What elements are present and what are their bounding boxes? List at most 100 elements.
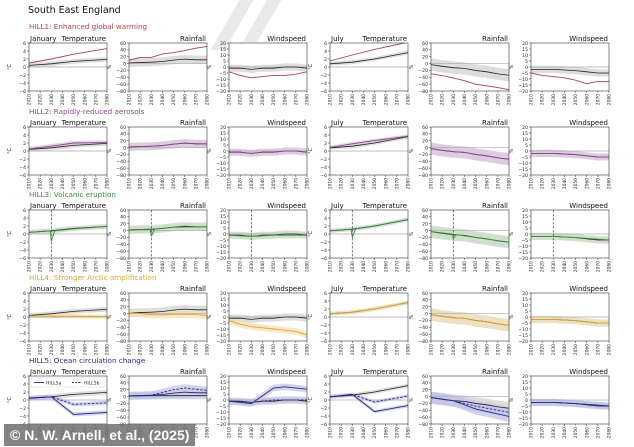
panel-jul-temp: July Temperature −6 −4 −2 0 2 4 6 °C 2010 2020 2030 2… <box>308 368 412 438</box>
panel-jul-temp: July Temperature −6 −4 −2 0 2 4 6 °C 2010 2020 2030 2… <box>308 35 412 105</box>
plot-frame <box>28 292 108 342</box>
y-tick-label: −20 <box>216 422 226 428</box>
x-tick-label: 2040 <box>361 178 367 189</box>
y-tick-label: −4 <box>19 331 26 337</box>
y-tick-label: −80 <box>116 256 126 262</box>
scenario-line-hill4 <box>531 318 609 324</box>
y-tick-label: 10 <box>522 53 528 59</box>
y-tick-label: 60 <box>120 291 126 297</box>
x-tick-label: 2010 <box>429 178 435 189</box>
panel-month-label: July <box>330 202 344 210</box>
x-tick-label: 2060 <box>82 178 88 189</box>
y-tick-label: −60 <box>116 332 126 338</box>
y-tick-label: −60 <box>116 166 126 172</box>
x-tick-label: 2050 <box>271 261 277 272</box>
y-axis-label: °C <box>308 314 314 321</box>
y-tick-label: −40 <box>116 75 126 81</box>
plot-frame <box>228 292 308 342</box>
y-tick-label: −2 <box>19 406 26 412</box>
baseline-line <box>531 69 609 74</box>
y-tick-label: −4 <box>19 165 26 171</box>
y-tick-label: −15 <box>518 416 528 422</box>
panel-jan-temp: January Temperature −6 −4 −2 0 2 4 6 °C 2010 2020 20… <box>7 35 111 105</box>
x-tick-label: 2020 <box>540 427 546 438</box>
y-tick-label: 0 <box>123 394 126 400</box>
scenario-title: HILL1: Enhanced global warming <box>29 22 147 31</box>
y-tick-label: 2 <box>23 57 26 63</box>
panel-month-label: January <box>29 35 57 43</box>
panel-variable-label: Temperature <box>362 202 407 210</box>
y-tick-label: −4 <box>320 414 327 420</box>
x-tick-label: 2070 <box>495 261 501 272</box>
y-tick-label: −60 <box>116 249 126 255</box>
y-tick-label: 2 <box>23 390 26 396</box>
x-tick-label: 2050 <box>372 427 378 438</box>
x-tick-label: 2070 <box>293 261 299 272</box>
y-tick-label: 0 <box>525 149 528 155</box>
y-tick-label: −4 <box>19 414 26 420</box>
y-tick-label: 10 <box>220 303 226 309</box>
y-tick-label: −15 <box>518 250 528 256</box>
y-tick-label: −6 <box>320 173 327 179</box>
x-tick-label: 2020 <box>38 178 44 189</box>
panel-variable-label: Windspeed <box>569 202 608 210</box>
x-tick-label: 2060 <box>383 94 389 105</box>
y-tick-label: 0 <box>525 398 528 404</box>
x-tick-label: 2080 <box>305 427 311 438</box>
panel-variable-label: Windspeed <box>267 368 306 376</box>
plot-frame <box>530 126 610 176</box>
scenario-uncertainty-band <box>531 316 609 327</box>
y-tick-label: −20 <box>518 89 528 95</box>
y-axis-label: °C <box>308 231 314 238</box>
y-axis-label: % <box>509 397 515 402</box>
x-tick-label: 2080 <box>406 344 412 355</box>
baseline-line <box>129 308 207 314</box>
y-tick-label: 15 <box>522 47 528 53</box>
y-tick-label: −2 <box>320 240 327 246</box>
y-tick-label: −20 <box>418 401 428 407</box>
x-tick-label: 2010 <box>127 261 133 272</box>
x-tick-label: 2040 <box>160 344 166 355</box>
scenario-line-hill3 <box>129 226 207 238</box>
x-tick-label: 2040 <box>160 178 166 189</box>
y-tick-label: 2 <box>324 224 327 230</box>
panel-variable-label: Windspeed <box>569 285 608 293</box>
x-tick-label: 2040 <box>60 178 66 189</box>
x-tick-label: 2040 <box>562 178 568 189</box>
x-tick-label: 2020 <box>339 94 345 105</box>
y-tick-label: −2 <box>19 73 26 79</box>
plot-frame <box>28 126 108 176</box>
legend-label: HILL5a <box>46 380 62 386</box>
y-tick-label: 6 <box>324 374 327 380</box>
y-tick-label: 20 <box>120 222 126 228</box>
y-tick-label: −4 <box>320 331 327 337</box>
scenario-line-hill3 <box>330 219 408 239</box>
y-tick-label: 0 <box>123 228 126 234</box>
x-tick-label: 2060 <box>383 427 389 438</box>
scenario-line-hill4 <box>431 314 509 326</box>
x-tick-label: 2040 <box>361 261 367 272</box>
y-tick-label: 20 <box>120 305 126 311</box>
x-tick-label: 2070 <box>93 94 99 105</box>
panel-variable-label: Rainfall <box>482 285 508 293</box>
x-tick-label: 2060 <box>82 261 88 272</box>
plot-frame <box>530 375 610 425</box>
panel-jul-temp: July Temperature −6 −4 −2 0 2 4 6 °C 2010 2020 2030 2… <box>308 202 412 272</box>
y-tick-label: 40 <box>120 381 126 387</box>
x-tick-label: 2010 <box>227 344 233 355</box>
x-tick-label: 2060 <box>182 344 188 355</box>
y-tick-label: 0 <box>23 149 26 155</box>
y-tick-label: −15 <box>216 250 226 256</box>
y-tick-label: −60 <box>116 82 126 88</box>
x-tick-label: 2080 <box>507 94 513 105</box>
x-tick-label: 2040 <box>361 427 367 438</box>
scenario-line-hill5a <box>431 397 509 417</box>
y-axis-label: % <box>107 314 113 319</box>
x-tick-label: 2070 <box>293 344 299 355</box>
plot-area <box>229 63 307 79</box>
